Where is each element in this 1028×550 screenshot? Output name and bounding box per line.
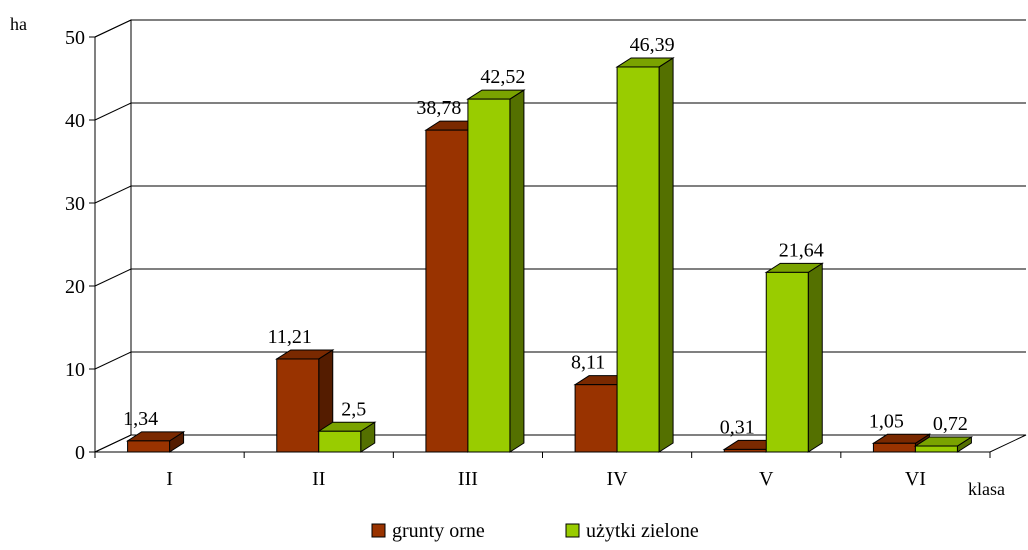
gridline-diagonal [94, 351, 132, 370]
legend-swatch [565, 523, 580, 538]
x-axis-title: klasa [968, 479, 1005, 499]
gridline-diagonal [94, 185, 132, 204]
bar [616, 66, 660, 453]
data-label: 11,21 [268, 326, 312, 348]
data-label: 8,11 [571, 352, 605, 374]
bar [574, 384, 618, 453]
bar-side [509, 89, 525, 453]
bar-side [658, 57, 674, 453]
plot-walls [94, 19, 1027, 453]
x-tick-label: IV [607, 468, 629, 490]
x-tick-label: V [759, 468, 774, 490]
bar [467, 98, 511, 453]
bar [914, 445, 958, 453]
bar [723, 448, 767, 453]
data-label: 21,64 [779, 239, 824, 261]
bar [872, 442, 916, 453]
y-tick-label: 40 [65, 110, 85, 132]
y-tick-label: 0 [75, 442, 85, 464]
x-tick-label: VI [905, 468, 926, 490]
legend: grunty orne użytki zielone [371, 520, 699, 542]
x-tick-label: III [458, 468, 478, 490]
y-tick-label: 20 [65, 276, 85, 298]
data-label: 42,52 [480, 66, 525, 88]
data-label: 1,34 [123, 408, 158, 430]
bar [318, 430, 362, 453]
data-label: 0,31 [720, 416, 755, 438]
gridline-diagonal [94, 268, 132, 287]
x-tick-label: I [166, 468, 173, 490]
data-label: 1,05 [869, 410, 904, 432]
side-wall [94, 19, 132, 453]
data-label: 2,5 [341, 398, 366, 420]
gridline-diagonal [94, 19, 132, 38]
bars [125, 57, 974, 453]
gridlines [94, 19, 1026, 370]
legend-label: grunty orne [392, 520, 485, 542]
bar-side [807, 262, 823, 453]
gridline-diagonal [94, 102, 132, 121]
data-label: 46,39 [630, 34, 675, 56]
data-label: 38,78 [416, 97, 461, 119]
x-tick-label: II [312, 468, 325, 490]
bar [765, 271, 809, 453]
bar [276, 358, 320, 453]
legend-label: użytki zielone [586, 520, 699, 542]
bar [127, 440, 171, 453]
y-axis-title: ha [10, 14, 27, 34]
y-tick-label: 50 [65, 27, 85, 49]
legend-swatch [371, 523, 386, 538]
y-tick-label: 30 [65, 193, 85, 215]
data-label: 0,72 [933, 413, 968, 435]
y-tick-label: 10 [65, 359, 85, 381]
bar [425, 129, 469, 453]
data-labels: 1,34 11,21 2,5 38,78 42,52 8,11 46,39 0,31 21,64… [123, 34, 968, 438]
